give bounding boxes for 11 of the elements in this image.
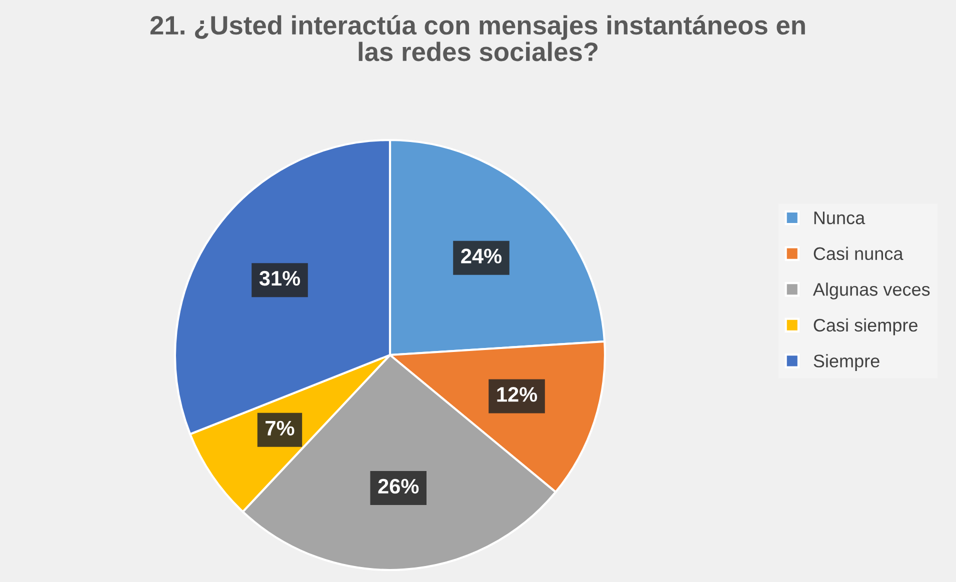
- data-label: 24%: [461, 248, 502, 264]
- chart-title: 21. ¿Usted interactúa con mensajes instantáneos en las redes sociales?: [150, 15, 805, 62]
- data-label: 7%: [266, 420, 294, 436]
- data-label: 26%: [378, 478, 419, 494]
- legend-label: Algunas veces: [812, 282, 930, 300]
- legend-label: Casi nunca: [814, 246, 904, 260]
- legend-label: Casi siempre: [814, 318, 918, 336]
- data-label: 31%: [259, 270, 300, 286]
- data-label: 12%: [497, 387, 538, 402]
- legend-label: Nunca: [814, 212, 866, 224]
- legend-label: Siempre: [814, 354, 880, 371]
